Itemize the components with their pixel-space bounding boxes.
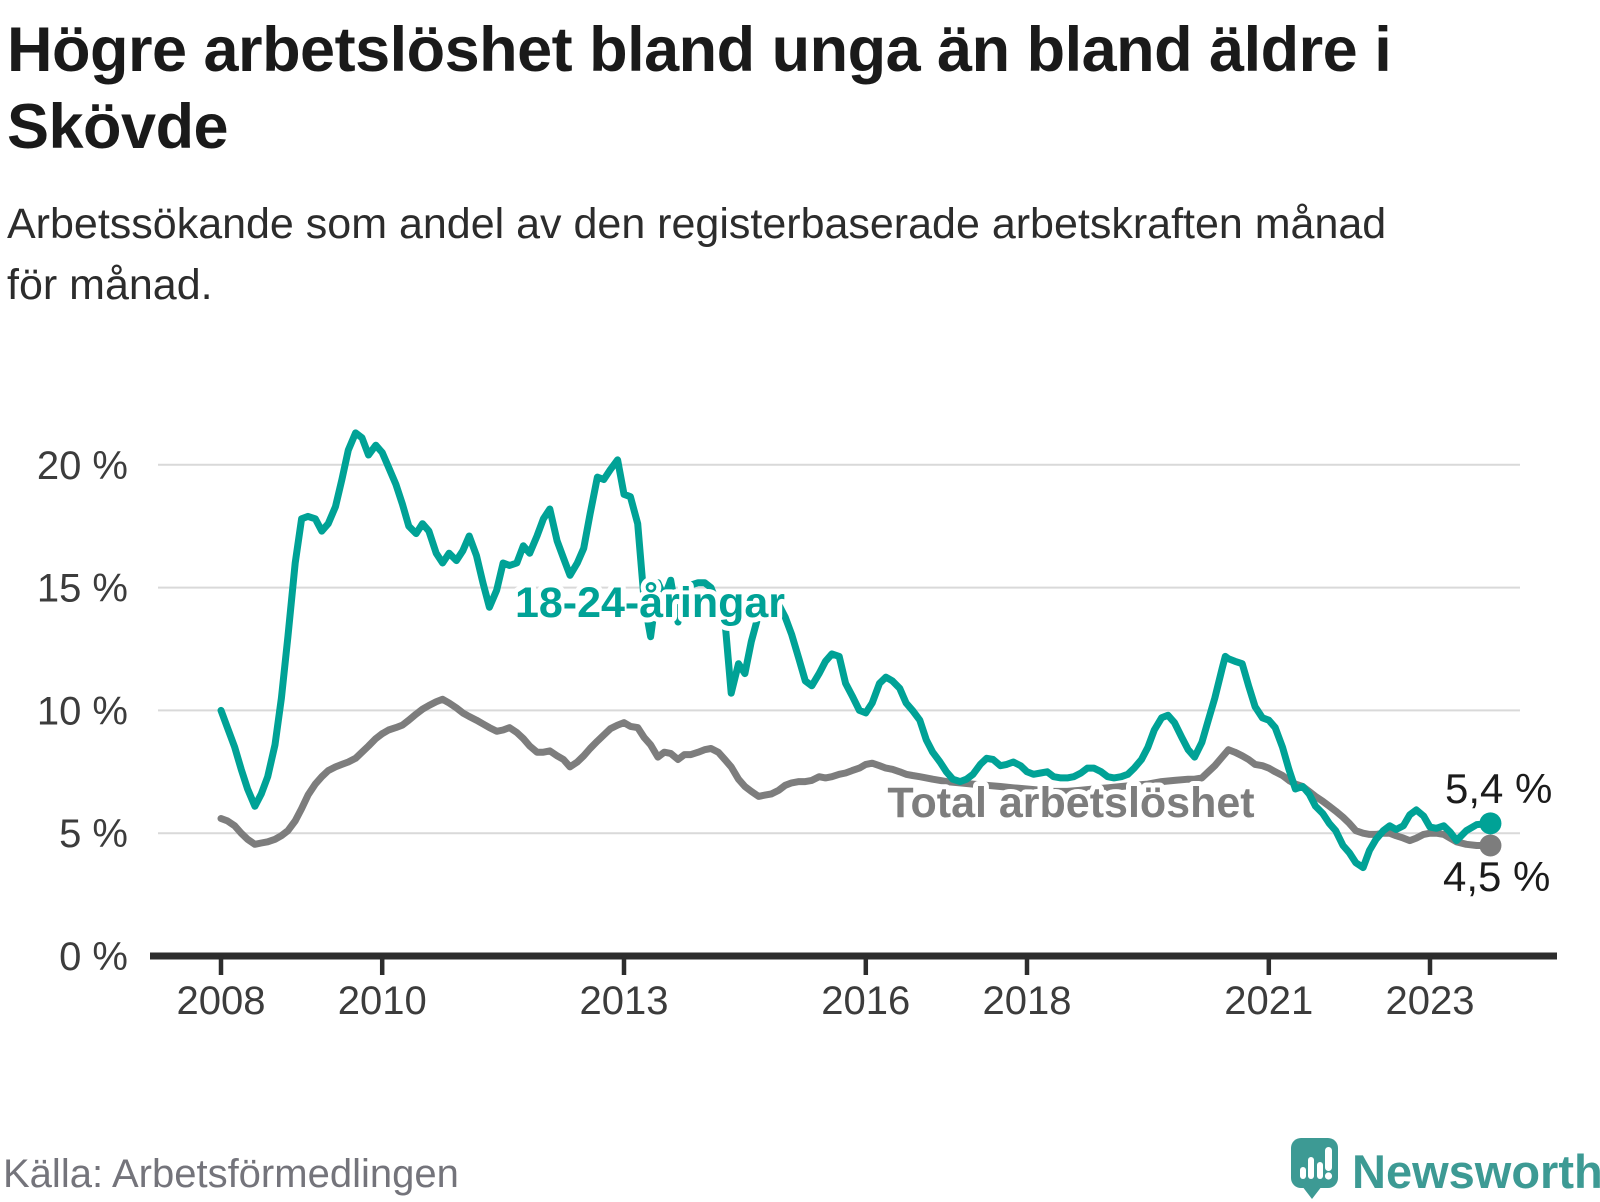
newsworthy-brand-name: Newsworthy	[1352, 1145, 1600, 1198]
logo-bar-short	[1300, 1167, 1306, 1179]
chart-title-line-1: Högre arbetslöshet bland unga än bland ä…	[7, 15, 1392, 85]
x-tick-label-2016: 2016	[821, 979, 910, 1023]
chart-line-youth	[217, 429, 1494, 872]
chart-title-line-2: Skövde	[7, 92, 229, 162]
logo-exclamation-stem	[1325, 1147, 1332, 1171]
x-tick-label-2018: 2018	[983, 979, 1072, 1023]
logo-exclamation-dot	[1324, 1172, 1333, 1180]
end-value-label-1: 4,5 %	[1443, 853, 1550, 900]
source-note: Källa: Arbetsförmedlingen	[3, 1152, 459, 1196]
y-tick-label-5: 5 %	[59, 812, 128, 856]
x-tick-label-2021: 2021	[1224, 979, 1313, 1023]
chart-line-total	[217, 695, 1494, 849]
chart-labels: Total arbetslöshet 18-24-åringar 5,4 % 4,5 …	[510, 574, 1556, 904]
x-axis: 2008 2010 2013 2016 2018 2021 2023	[150, 952, 1557, 1023]
y-tick-label-15: 15 %	[37, 567, 128, 611]
x-tick-label-2013: 2013	[580, 979, 669, 1023]
logo-bar-medium	[1317, 1162, 1323, 1179]
end-dot-total	[1479, 834, 1502, 857]
end-dot-youth	[1479, 812, 1502, 835]
chart-title: Högre arbetslöshet bland unga än bland ä…	[7, 12, 1597, 166]
logo-bar-tall	[1308, 1157, 1314, 1179]
newsworthy-logo-icon	[1291, 1138, 1338, 1199]
y-tick-label-10: 10 %	[37, 689, 128, 733]
gridlines: 0 % 5 % 10 % 15 % 20 %	[37, 444, 1520, 979]
x-tick-label-2008: 2008	[177, 979, 266, 1023]
data-series	[217, 429, 1494, 872]
x-tick-label-2023: 2023	[1386, 979, 1475, 1023]
y-tick-label-20: 20 %	[37, 444, 128, 488]
chart-subtitle: Arbetssökande som andel av den registerb…	[7, 194, 1597, 316]
series-label-youth: 18-24-åringar	[515, 579, 785, 627]
x-tick-label-2010: 2010	[338, 979, 427, 1023]
y-tick-label-0: 0 %	[59, 935, 128, 979]
chart-subtitle-line-2: för månad.	[7, 261, 213, 309]
end-value-label-0: 5,4 %	[1445, 765, 1552, 812]
series-label-total: Total arbetslöshet	[887, 779, 1254, 827]
chart-subtitle-line-1: Arbetssökande som andel av den registerb…	[7, 200, 1387, 248]
